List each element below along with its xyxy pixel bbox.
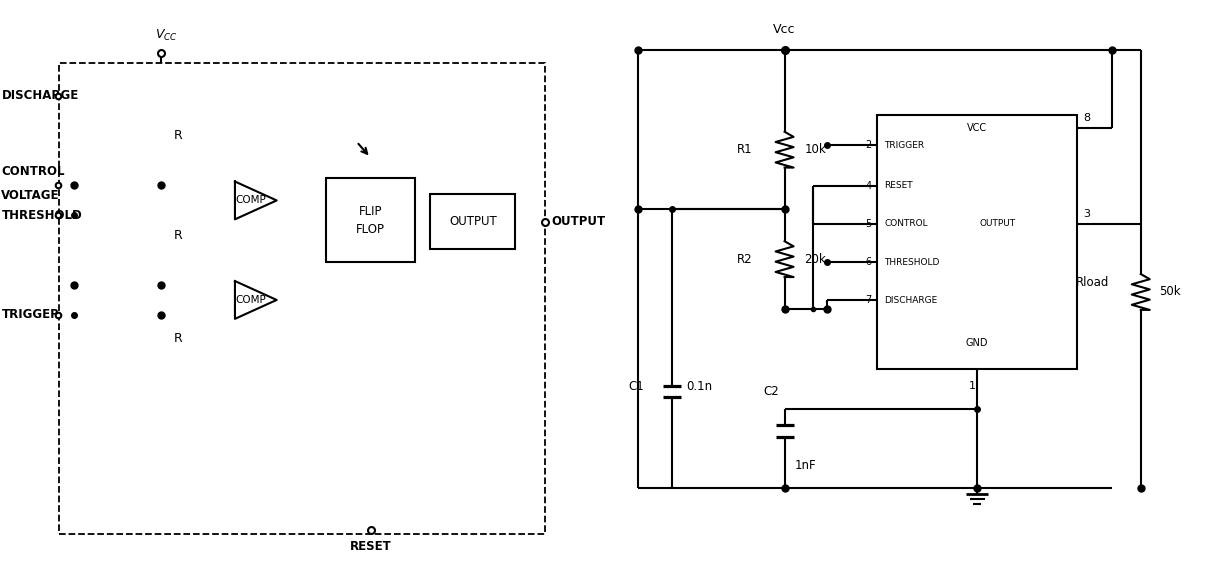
Text: TRIGGER: TRIGGER xyxy=(885,141,924,150)
Text: THRESHOLD: THRESHOLD xyxy=(1,209,82,222)
Text: 4: 4 xyxy=(865,181,871,191)
Text: 10k: 10k xyxy=(805,143,826,156)
Text: R: R xyxy=(174,228,183,242)
Text: C1: C1 xyxy=(628,380,644,393)
Text: DISCHARGE: DISCHARGE xyxy=(1,89,79,103)
Text: 5: 5 xyxy=(865,219,871,229)
Text: 20k: 20k xyxy=(805,253,826,265)
Text: 1nF: 1nF xyxy=(795,459,817,472)
Bar xyxy=(877,115,1077,369)
Bar xyxy=(59,63,546,534)
Text: FLOP: FLOP xyxy=(356,223,385,237)
Text: COMP: COMP xyxy=(236,196,266,205)
Text: 50k: 50k xyxy=(1159,286,1180,298)
Text: FLIP: FLIP xyxy=(359,205,382,218)
Text: 1: 1 xyxy=(969,381,975,391)
Text: R: R xyxy=(174,332,183,345)
Text: 2: 2 xyxy=(865,140,871,150)
Text: VOLTAGE: VOLTAGE xyxy=(1,189,59,202)
Text: THRESHOLD: THRESHOLD xyxy=(885,257,940,267)
Text: CONTROL: CONTROL xyxy=(885,219,928,228)
Text: R: R xyxy=(174,129,183,143)
Text: 8: 8 xyxy=(1083,113,1090,122)
Text: VCC: VCC xyxy=(967,122,987,133)
Text: 0.1n: 0.1n xyxy=(686,380,711,393)
Bar xyxy=(431,194,515,249)
Text: 7: 7 xyxy=(865,295,871,305)
Text: RESET: RESET xyxy=(350,540,391,553)
Text: Vcc: Vcc xyxy=(773,23,796,36)
Text: RESET: RESET xyxy=(885,181,914,190)
Text: Rload: Rload xyxy=(1076,276,1108,288)
Bar xyxy=(325,178,415,262)
Text: R1: R1 xyxy=(737,143,753,156)
Text: OUTPUT: OUTPUT xyxy=(979,219,1015,228)
Text: 6: 6 xyxy=(865,257,871,267)
Text: OUTPUT: OUTPUT xyxy=(551,215,605,228)
Text: R2: R2 xyxy=(737,253,753,265)
Text: TRIGGER: TRIGGER xyxy=(1,308,59,321)
Text: GND: GND xyxy=(966,338,989,349)
Text: COMP: COMP xyxy=(236,295,266,305)
Text: CONTROL: CONTROL xyxy=(1,165,65,178)
Text: $V_{CC}$: $V_{CC}$ xyxy=(155,28,178,43)
Text: DISCHARGE: DISCHARGE xyxy=(885,295,938,305)
Text: 3: 3 xyxy=(1083,209,1090,219)
Text: C2: C2 xyxy=(764,385,779,399)
Text: OUTPUT: OUTPUT xyxy=(449,215,496,228)
